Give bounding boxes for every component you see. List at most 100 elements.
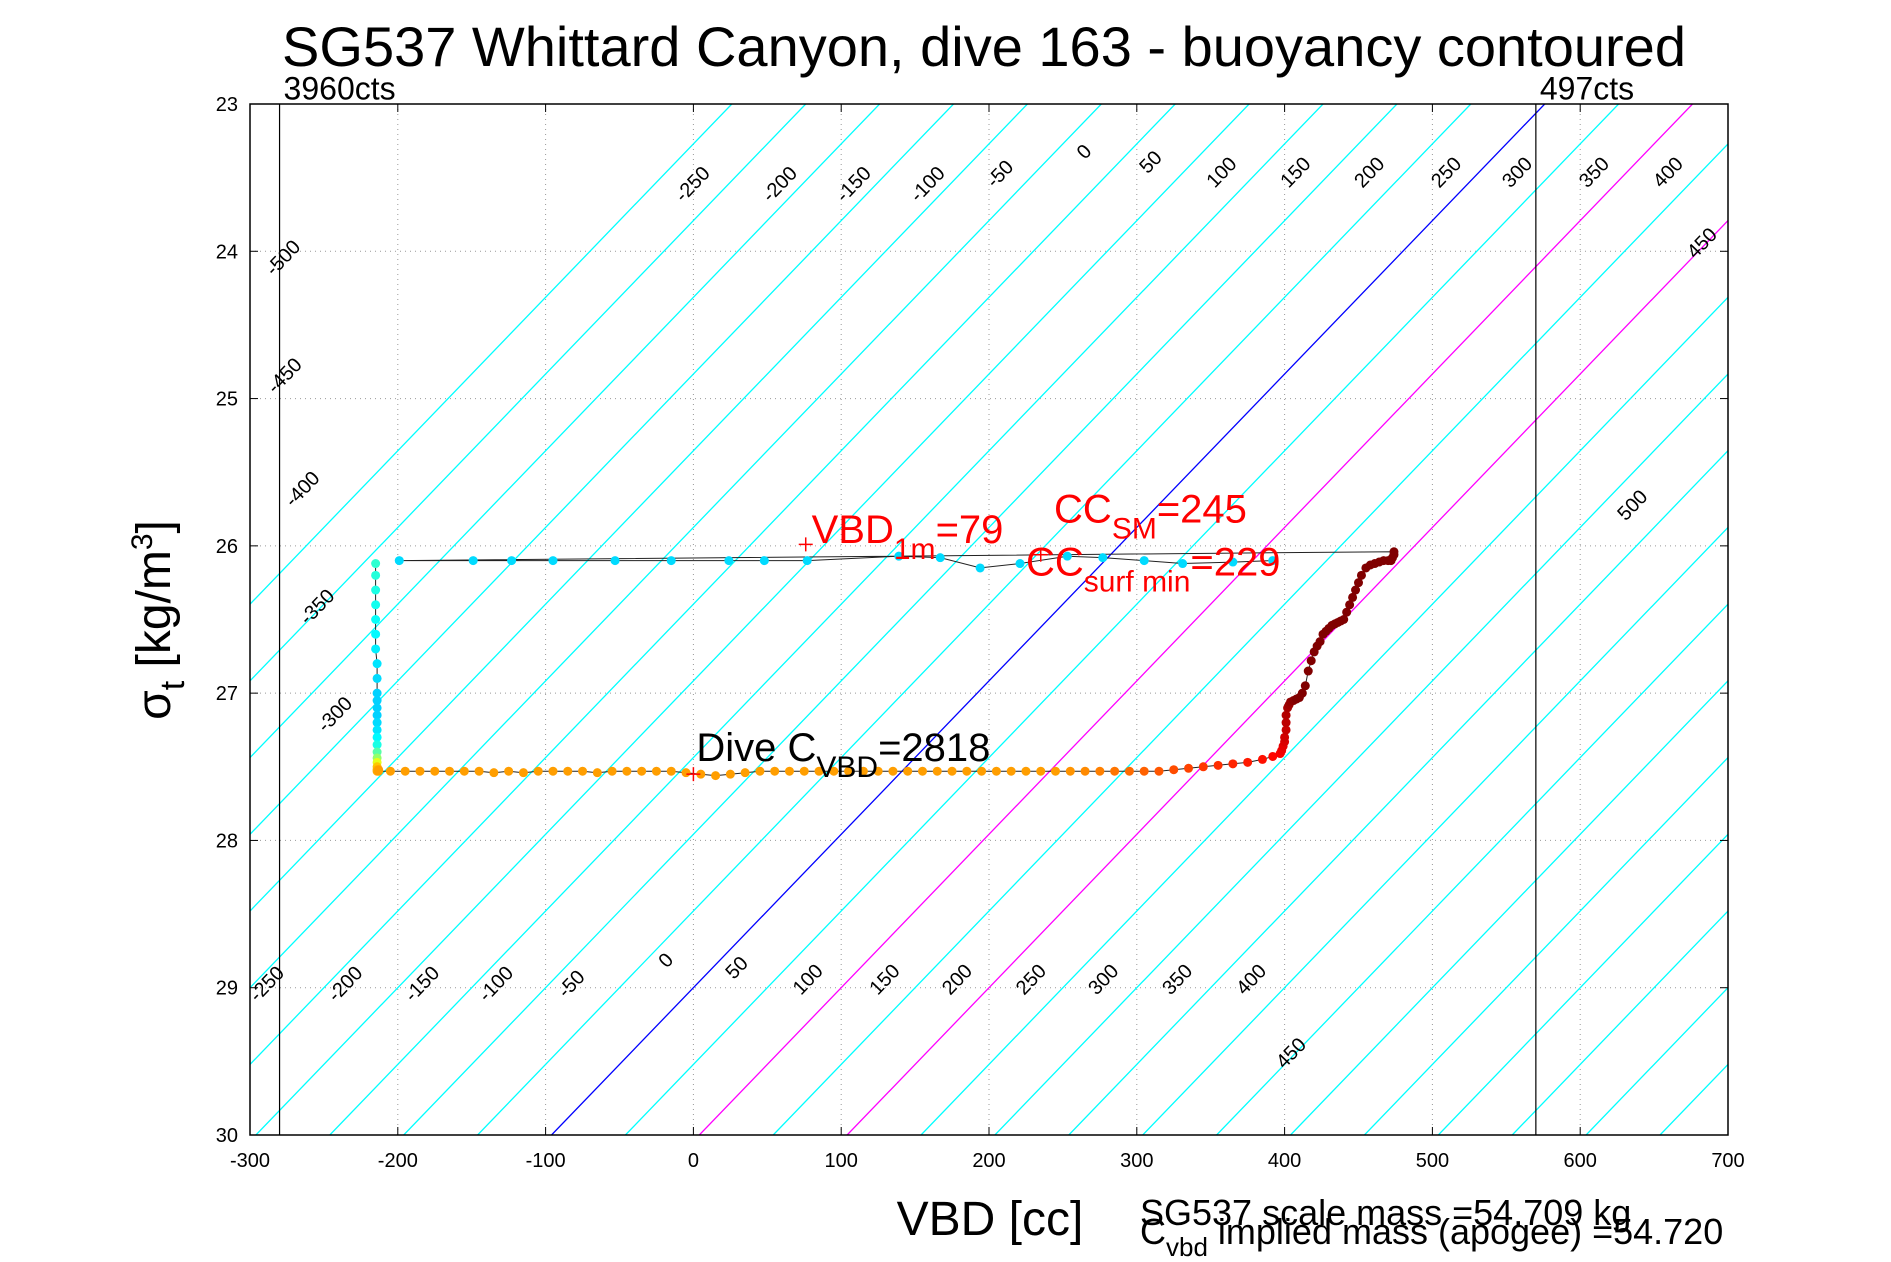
- contour-line: [255, 104, 1250, 1135]
- annotation-part: SM: [1112, 512, 1157, 545]
- track-point: [917, 766, 927, 776]
- track-point: [1280, 732, 1290, 742]
- track-point: [607, 766, 617, 776]
- track-point: [858, 766, 868, 776]
- y-tick-label: 29: [216, 978, 238, 1000]
- x-axis-ticks: -300 -200 -100 0 100 200 300 400 500 600 700: [230, 104, 1745, 1172]
- track-point: [1139, 766, 1149, 776]
- x-axis-label: VBD [cc]: [897, 1193, 1084, 1246]
- track-point: [578, 766, 588, 776]
- track-point: [622, 766, 632, 776]
- track-point: [1354, 578, 1363, 588]
- track-point: [372, 673, 382, 683]
- track-point: [1139, 556, 1149, 566]
- red-markers: [686, 537, 1048, 782]
- track-point: [1303, 666, 1313, 676]
- contour-line: [250, 104, 1102, 989]
- track-point: [1110, 766, 1120, 776]
- track-point: [1257, 754, 1267, 764]
- track-point: [459, 766, 469, 776]
- track-point: [372, 696, 382, 706]
- y-axis-label: σt [kg/m3]: [126, 520, 192, 720]
- track-point: [1169, 765, 1179, 775]
- y-label-rest: [kg/m: [128, 550, 181, 681]
- track-point: [888, 766, 898, 776]
- track-point: [371, 615, 381, 624]
- track-point: [374, 766, 384, 776]
- contour-line: [403, 104, 1398, 1135]
- track-point: [844, 766, 854, 776]
- count-line-label: 3960cts: [284, 71, 396, 107]
- track-point: [385, 766, 395, 776]
- track-point: [371, 570, 381, 580]
- track-point: [1051, 766, 1061, 776]
- x-tick-label: 100: [825, 1150, 858, 1172]
- annotation-part: VBD: [812, 508, 894, 552]
- track-point: [784, 766, 794, 776]
- track-point: [430, 766, 440, 776]
- track-point: [1342, 607, 1352, 617]
- track-point: [651, 766, 661, 776]
- track-point: [468, 556, 478, 566]
- track-point: [681, 768, 691, 778]
- track-point: [1389, 547, 1399, 557]
- track-point: [740, 768, 750, 778]
- track-point: [975, 563, 985, 573]
- track-point: [962, 766, 972, 776]
- track-point: [400, 766, 410, 776]
- buoyancy-contours: [250, 104, 1728, 1135]
- footer-scale-mass: SG537 scale mass =54.709 kg: [1140, 1192, 1631, 1233]
- contour-line: [250, 104, 1176, 1066]
- dive-track: [371, 547, 1399, 781]
- y-tick-label: 26: [216, 536, 238, 558]
- track-point: [1281, 725, 1291, 735]
- contour-line: [1511, 910, 1728, 1135]
- track-point: [1184, 763, 1194, 773]
- annotation-part: =245: [1157, 487, 1247, 531]
- track-point: [637, 766, 647, 776]
- annotation-part: 1m: [894, 533, 936, 566]
- track-point: [1351, 585, 1361, 595]
- y-tick-label: 24: [216, 241, 238, 263]
- annotation-part: Dive C: [696, 726, 816, 770]
- track-point: [372, 688, 382, 698]
- annotation-part: =79: [936, 508, 1004, 552]
- track-point: [724, 556, 734, 566]
- contour-line: [1290, 679, 1728, 1135]
- annotation-part: CC: [1026, 540, 1084, 584]
- track-point: [1080, 766, 1090, 776]
- track-point: [1062, 551, 1072, 561]
- track-point: [770, 766, 780, 776]
- track-point: [935, 553, 945, 563]
- x-tick-label: -100: [526, 1150, 566, 1172]
- track-point: [1297, 688, 1307, 698]
- track-point: [1065, 766, 1075, 776]
- annotation-part: =2818: [878, 726, 990, 770]
- track-point: [894, 551, 904, 561]
- track-point: [371, 559, 381, 569]
- x-tick-label: -300: [230, 1150, 270, 1172]
- x-tick-label: 300: [1120, 1150, 1153, 1172]
- footer-implied-base: C: [1140, 1211, 1166, 1252]
- track-point: [759, 556, 769, 566]
- track-point: [371, 585, 381, 595]
- contour-line: [1068, 449, 1728, 1135]
- track-point: [1021, 766, 1031, 776]
- track-point: [415, 766, 425, 776]
- y-label-sub: t: [154, 680, 192, 690]
- x-tick-label: 400: [1268, 1150, 1301, 1172]
- x-tick-label: -200: [378, 1150, 418, 1172]
- track-point: [1178, 559, 1188, 569]
- x-tick-label: 500: [1416, 1150, 1449, 1172]
- track-point: [1124, 766, 1134, 776]
- annotation-part: =229: [1190, 540, 1280, 584]
- contour-line: [551, 104, 1546, 1135]
- contour-line: [1363, 756, 1728, 1135]
- contour-line: [624, 104, 1620, 1135]
- track-point: [1098, 553, 1108, 563]
- track-point: [518, 768, 528, 778]
- track-point: [1345, 600, 1355, 610]
- track-point: [802, 556, 812, 566]
